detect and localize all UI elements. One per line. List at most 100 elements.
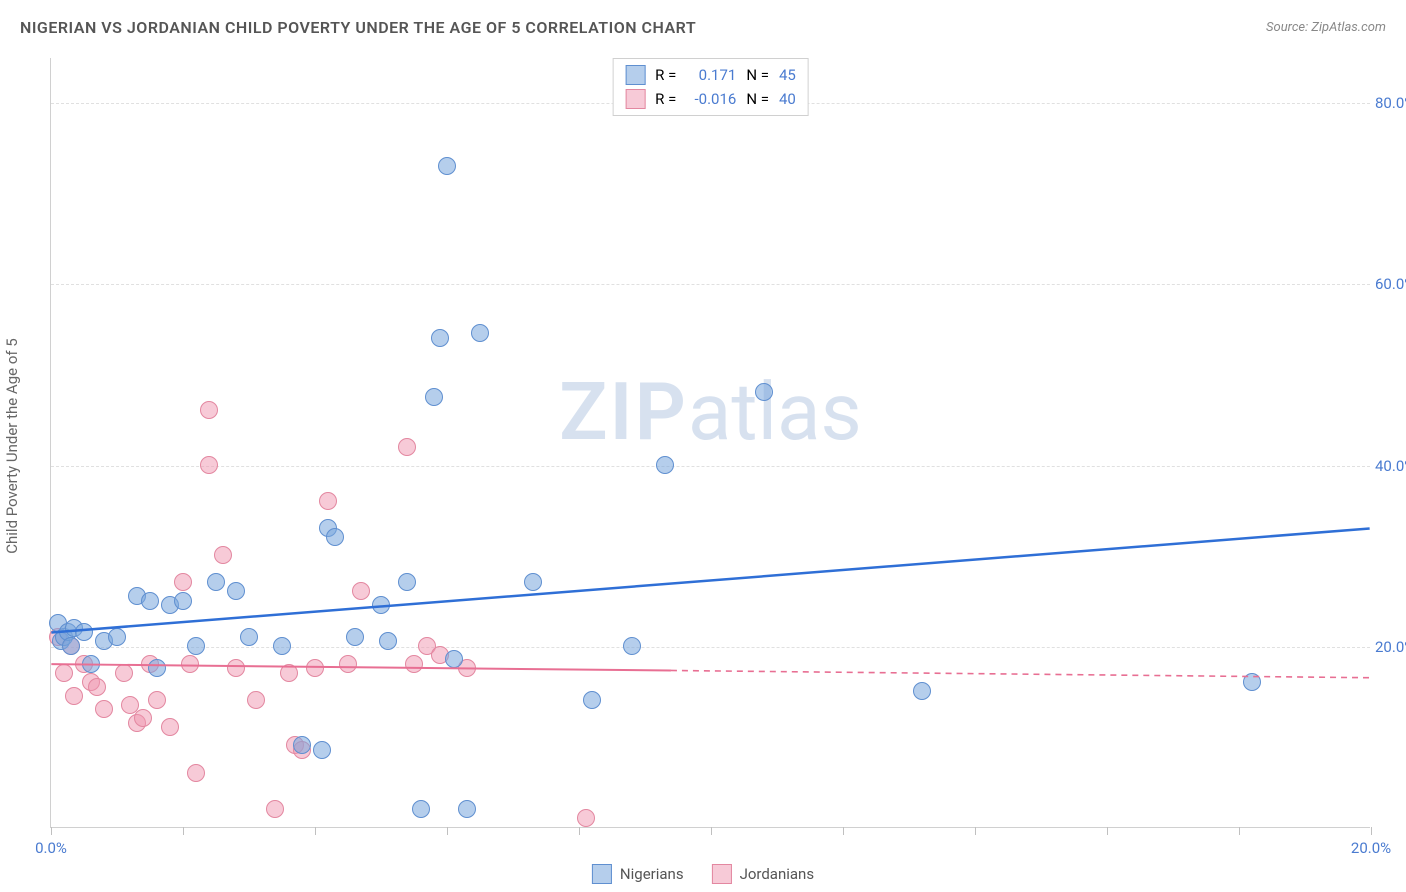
trend-line — [51, 528, 1369, 632]
data-point — [412, 800, 430, 818]
x-tick — [1239, 827, 1240, 835]
data-point — [174, 573, 192, 591]
legend-label: Nigerians — [620, 865, 684, 883]
data-point — [65, 687, 83, 705]
gridline — [51, 284, 1370, 285]
x-tick — [579, 827, 580, 835]
trend-line — [671, 670, 1370, 677]
data-point — [148, 659, 166, 677]
data-point — [115, 664, 133, 682]
data-point — [227, 582, 245, 600]
data-point — [471, 324, 489, 342]
data-point — [438, 157, 456, 175]
legend-swatch-jordanians — [625, 89, 645, 109]
data-point — [913, 682, 931, 700]
r-label: R = — [655, 90, 676, 108]
x-tick — [711, 827, 712, 835]
n-label: N = — [746, 90, 769, 108]
data-point — [240, 628, 258, 646]
n-label: N = — [746, 66, 769, 84]
data-point — [398, 438, 416, 456]
y-tick-label: 80.0% — [1375, 94, 1406, 112]
data-point — [755, 383, 773, 401]
watermark-zip: ZIP — [559, 365, 688, 459]
data-point — [227, 659, 245, 677]
data-point — [134, 709, 152, 727]
data-point — [319, 492, 337, 510]
n-value-nigerians: 45 — [779, 66, 796, 84]
data-point — [273, 637, 291, 655]
series-legend: Nigerians Jordanians — [592, 864, 814, 884]
data-point — [214, 546, 232, 564]
source-label: Source: ZipAtlas.com — [1266, 20, 1386, 35]
data-point — [405, 655, 423, 673]
data-point — [161, 718, 179, 736]
data-point — [293, 736, 311, 754]
watermark-atlas: atlas — [688, 365, 862, 459]
data-point — [141, 592, 159, 610]
correlation-legend-row: R = -0.016 N = 40 — [625, 87, 796, 111]
x-tick — [975, 827, 976, 835]
chart-title: NIGERIAN VS JORDANIAN CHILD POVERTY UNDE… — [20, 18, 696, 37]
data-point — [583, 691, 601, 709]
x-tick — [447, 827, 448, 835]
legend-swatch-jordanians — [712, 864, 732, 884]
data-point — [313, 741, 331, 759]
data-point — [247, 691, 265, 709]
data-point — [326, 528, 344, 546]
y-tick-label: 20.0% — [1375, 638, 1406, 656]
watermark: ZIPatlas — [559, 365, 862, 459]
data-point — [577, 809, 595, 827]
data-point — [339, 655, 357, 673]
data-point — [431, 329, 449, 347]
trend-lines-svg — [51, 58, 1370, 827]
data-point — [398, 573, 416, 591]
data-point — [95, 700, 113, 718]
data-point — [352, 582, 370, 600]
plot-area: ZIPatlas R = 0.171 N = 45 R = -0.016 N =… — [50, 58, 1370, 828]
data-point — [207, 573, 225, 591]
data-point — [1243, 673, 1261, 691]
x-tick — [51, 827, 52, 835]
data-point — [445, 650, 463, 668]
data-point — [148, 691, 166, 709]
r-value-jordanians: -0.016 — [686, 90, 736, 108]
data-point — [306, 659, 324, 677]
x-tick-label: 0.0% — [35, 839, 67, 857]
data-point — [280, 664, 298, 682]
gridline — [51, 466, 1370, 467]
gridline — [51, 647, 1370, 648]
legend-item-jordanians: Jordanians — [712, 864, 815, 884]
x-tick-label: 20.0% — [1351, 839, 1391, 857]
n-value-jordanians: 40 — [779, 90, 796, 108]
data-point — [187, 764, 205, 782]
x-tick — [315, 827, 316, 835]
data-point — [181, 655, 199, 673]
legend-item-nigerians: Nigerians — [592, 864, 684, 884]
data-point — [55, 664, 73, 682]
data-point — [82, 655, 100, 673]
data-point — [200, 456, 218, 474]
data-point — [656, 456, 674, 474]
legend-swatch-nigerians — [625, 65, 645, 85]
data-point — [379, 632, 397, 650]
data-point — [623, 637, 641, 655]
data-point — [108, 628, 126, 646]
x-tick — [1371, 827, 1372, 835]
data-point — [62, 637, 80, 655]
data-point — [75, 623, 93, 641]
x-tick — [843, 827, 844, 835]
data-point — [187, 637, 205, 655]
x-tick — [183, 827, 184, 835]
chart-container: NIGERIAN VS JORDANIAN CHILD POVERTY UNDE… — [0, 0, 1406, 892]
y-axis-label: Child Poverty Under the Age of 5 — [3, 338, 21, 554]
data-point — [200, 401, 218, 419]
y-tick-label: 60.0% — [1375, 275, 1406, 293]
r-value-nigerians: 0.171 — [686, 66, 736, 84]
data-point — [88, 678, 106, 696]
data-point — [524, 573, 542, 591]
legend-swatch-nigerians — [592, 864, 612, 884]
data-point — [346, 628, 364, 646]
legend-label: Jordanians — [740, 865, 815, 883]
data-point — [266, 800, 284, 818]
